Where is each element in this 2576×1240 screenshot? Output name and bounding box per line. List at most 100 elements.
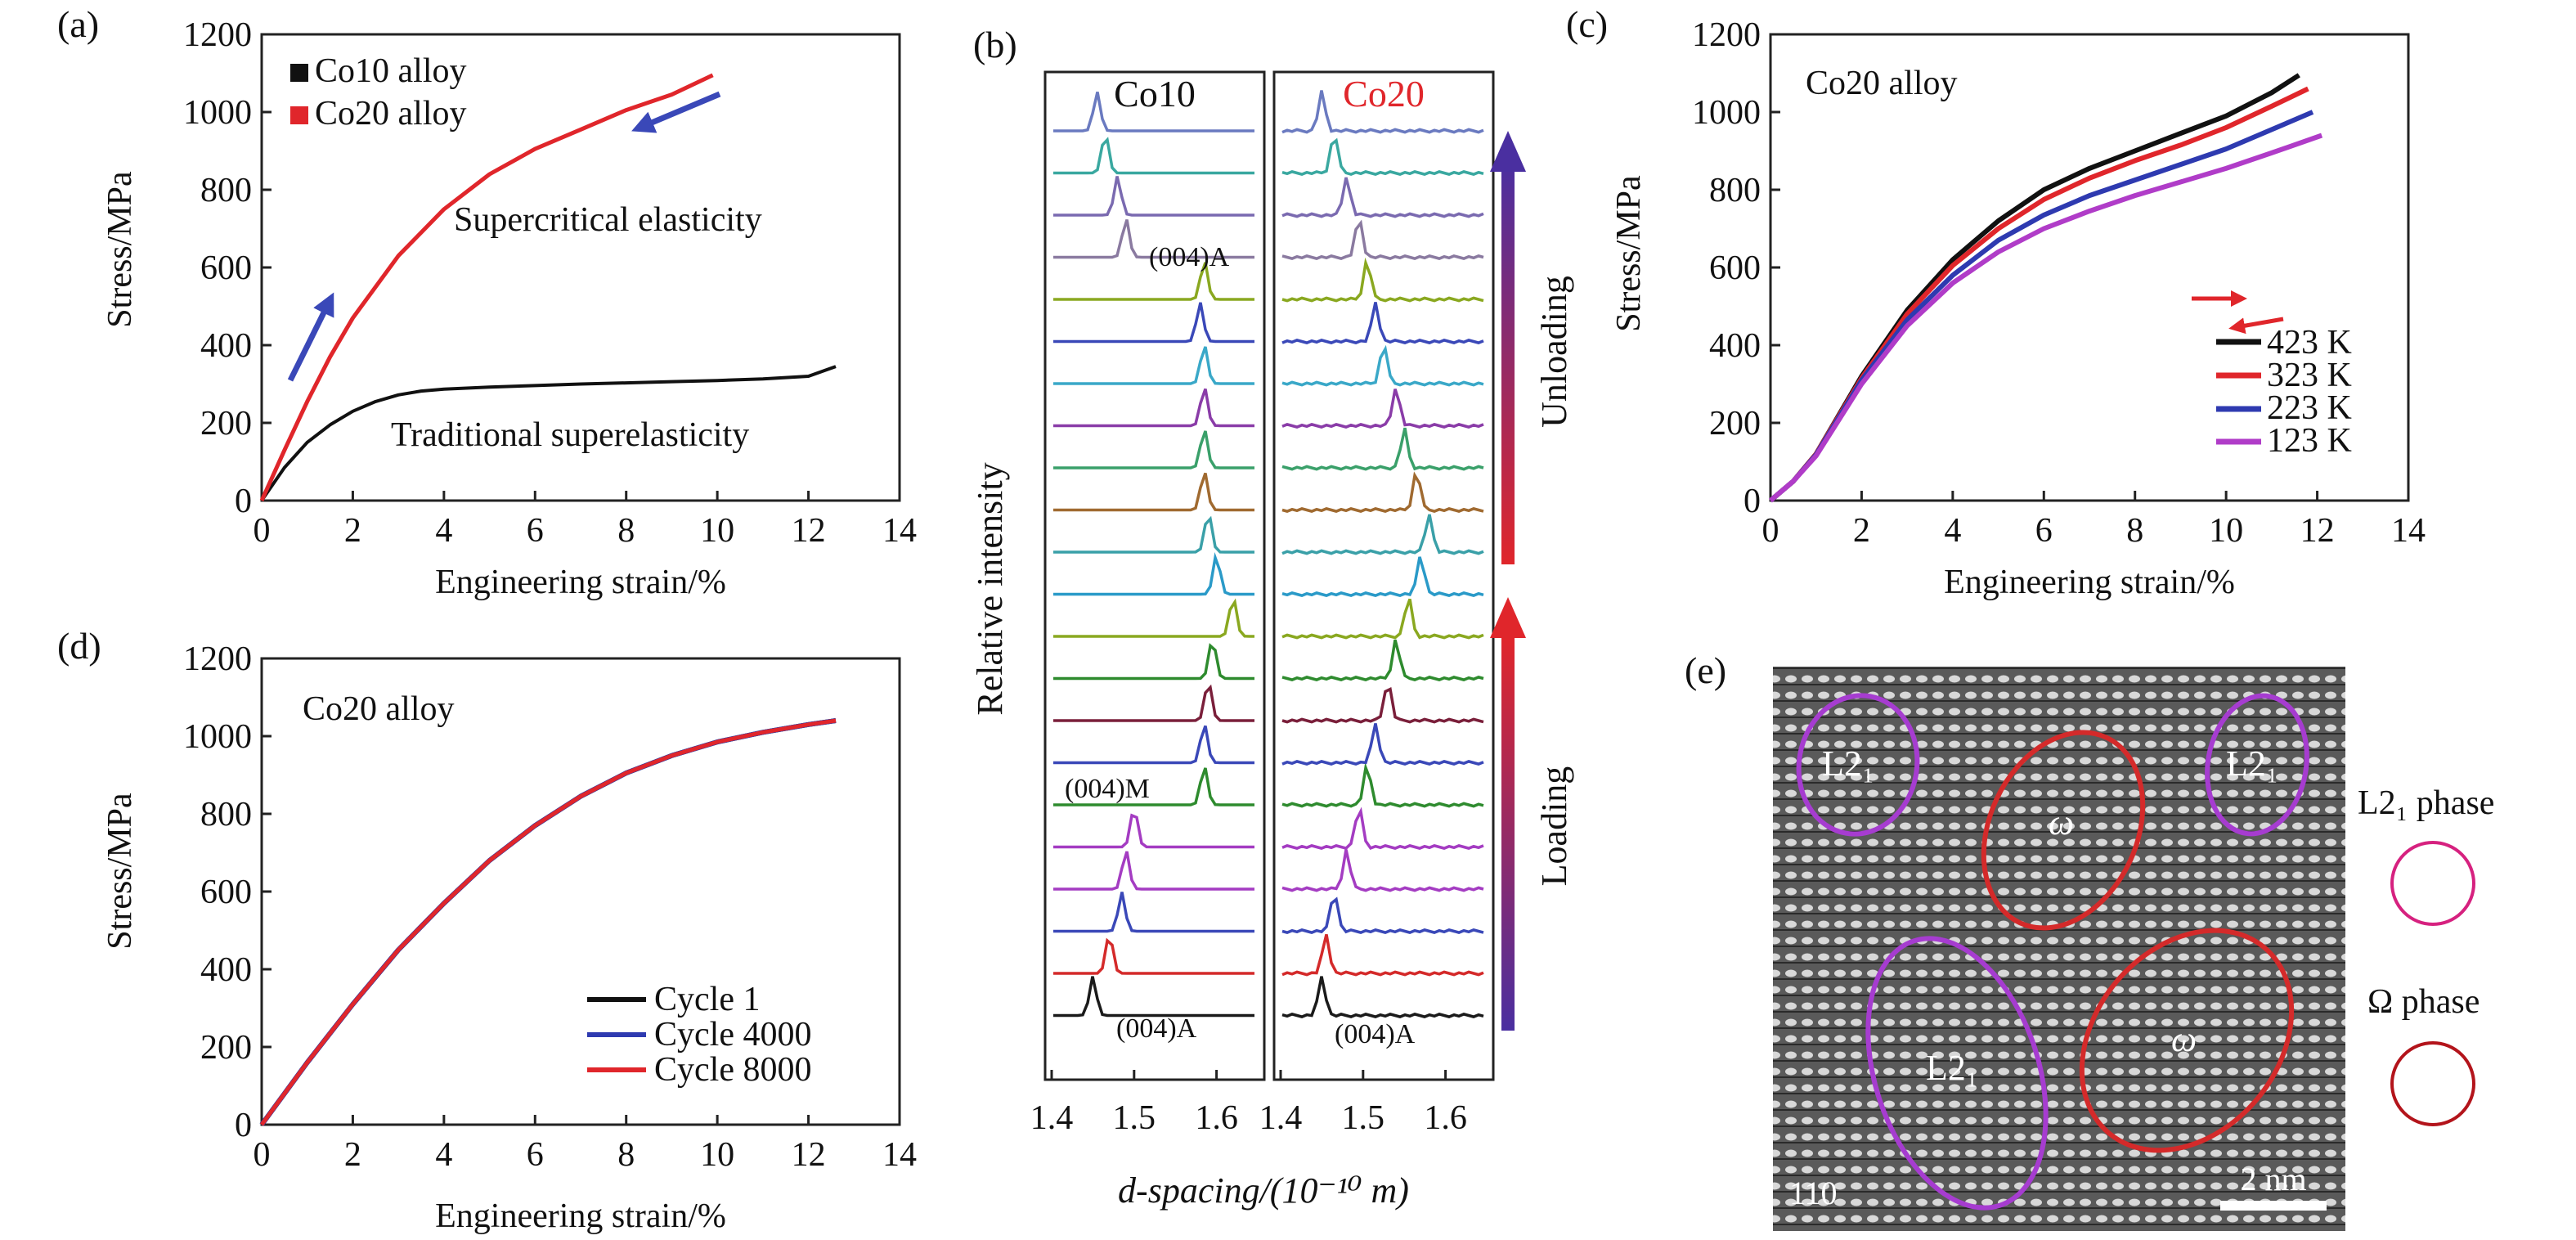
legend-swatch-co20 (290, 106, 308, 124)
unloading-label: Unloading (1534, 276, 1574, 428)
plot-b-trace-co10 (1053, 302, 1254, 344)
plot-d-ytick-label: 0 (235, 1107, 252, 1144)
peak-label-co20-004A: (004)A (1335, 1019, 1416, 1049)
plot-c-series-line (1769, 73, 2300, 503)
plot-a-xtick-label: 14 (882, 512, 917, 550)
plot-a-xtick-label: 10 (700, 512, 734, 550)
plot-b-trace-co20 (1281, 556, 1484, 597)
plot-d-ylabel: Stress/MPa (101, 793, 139, 950)
plot-d-xtick-label: 8 (617, 1136, 635, 1174)
plot-d-xtick-label: 12 (792, 1136, 826, 1174)
plot-d-xtick-label: 14 (882, 1136, 917, 1174)
plot-a-ytick-label: 200 (200, 405, 252, 443)
plot-b-trace-co20 (1281, 896, 1484, 934)
legend-label-423k: 423 K (2267, 324, 2352, 362)
legend-ring-omega (2390, 1041, 2475, 1126)
panel-b: (b) Co10 Co20 1.4 1.5 1.6 1.4 1.5 1.6 Relativ… (970, 24, 1574, 1211)
plot-b-xtick-label: 1.4 (1259, 1099, 1303, 1137)
plot-c-xtick-label: 0 (1762, 512, 1779, 550)
plot-c-ylabel: Stress/MPa (1610, 175, 1648, 332)
plot-c-ytick-label: 400 (1709, 327, 1761, 365)
plot-b-trace-co10 (1053, 598, 1254, 638)
hrtem-image (1773, 667, 2345, 1231)
plot-b-xlabel: d-spacing/(10⁻¹⁰ m) (1118, 1170, 1409, 1211)
plot-b-trace-co20 (1281, 933, 1484, 977)
plot-b-frame-co10 (1043, 70, 1266, 1081)
plot-d-xlabel: Engineering strain/% (435, 1197, 726, 1235)
plot-b-trace-co10 (1053, 643, 1254, 681)
plot-a-xlabel: Engineering strain/% (435, 564, 726, 601)
plot-b-trace-co20 (1281, 427, 1484, 471)
plot-b-trace-co20 (1281, 90, 1484, 134)
label-l21-bottom: L2₁ (1926, 1048, 1978, 1088)
plot-b-title-co10: Co10 (1114, 73, 1196, 115)
plot-b-xtick-label: 1.6 (1424, 1099, 1467, 1137)
plot-d-ticks: 0 2 4 6 8 10 12 14 0 200 400 600 800 1000 1200 (183, 640, 917, 1174)
plot-b-trace-co20 (1281, 302, 1484, 344)
label-l21-top-left: L2₁ (1822, 744, 1874, 784)
annotation-supercritical: Supercritical elasticity (454, 201, 762, 239)
plot-b-trace-co20 (1281, 849, 1484, 892)
plot-c-xlabel: Engineering strain/% (1944, 564, 2235, 601)
plot-b-trace-co20 (1281, 723, 1484, 766)
plot-a-xtick-label: 2 (344, 512, 361, 550)
plot-c-title: Co20 alloy (1806, 65, 1958, 102)
plot-d-ytick-label: 1200 (183, 640, 252, 678)
plot-b-trace-co10 (1053, 976, 1254, 1018)
plot-c-xtick-label: 6 (2035, 512, 2053, 550)
plot-b-trace-co20 (1281, 137, 1484, 176)
plot-b-trace-co20 (1281, 976, 1484, 1018)
plot-b-trace-co20 (1281, 257, 1484, 303)
scale-bar-label: 2 nm (2240, 1161, 2306, 1197)
plot-a-ytick-label: 800 (200, 172, 252, 209)
plot-b-trace-co20 (1281, 598, 1484, 640)
plot-b-trace-co10 (1053, 92, 1254, 133)
unloading-arrow-c (2228, 317, 2284, 335)
label-omega-bottom: ω (2171, 1019, 2197, 1059)
plot-a-xtick-label: 8 (617, 512, 635, 550)
plot-b-trace-co10 (1053, 767, 1254, 806)
plot-c-xtick-label: 12 (2300, 512, 2335, 550)
plot-b-trace-co10 (1053, 430, 1254, 469)
plot-d-series-line (259, 718, 837, 1126)
plot-b-trace-co20 (1281, 762, 1484, 808)
plot-b-trace-co20 (1281, 389, 1484, 429)
plot-b-trace-co10 (1053, 346, 1254, 385)
annotation-traditional: Traditional superelasticity (391, 416, 749, 454)
legend-label-co20: Co20 alloy (315, 95, 467, 133)
plot-b-ticks: 1.4 1.5 1.6 1.4 1.5 1.6 (1030, 1070, 1467, 1137)
plot-c-ytick-label: 1000 (1692, 94, 1761, 132)
plot-c-series-line (1769, 133, 2323, 503)
ellipse-l21-bottom (1865, 936, 2049, 1211)
legend-ring-l21 (2390, 841, 2475, 926)
plot-c-ytick-label: 800 (1709, 172, 1761, 209)
legend-label-123k: 123 K (2267, 422, 2352, 460)
plot-b-trace-co10 (1053, 472, 1254, 512)
plot-c-xtick-label: 4 (1944, 512, 1961, 550)
plot-b-trace-co20 (1281, 514, 1484, 555)
plot-c-lines (1769, 73, 2323, 503)
legend-label-cycle4000: Cycle 4000 (654, 1016, 811, 1054)
legend-label-cycle8000: Cycle 8000 (654, 1051, 811, 1089)
loading-arrow-head (1490, 597, 1526, 638)
panel-c-label: (c) (1566, 3, 1608, 45)
plot-b-trace-co10 (1053, 262, 1254, 301)
ellipse-omega-bottom (2079, 928, 2295, 1153)
loading-arrow-shaft (1501, 638, 1515, 1031)
scale-bar (2220, 1201, 2327, 1211)
panel-e-label: (e) (1685, 649, 1726, 691)
plot-a-ytick-label: 400 (200, 327, 252, 365)
plot-d-ytick-label: 1000 (183, 718, 252, 756)
plot-a-xtick-label: 6 (527, 512, 544, 550)
ellipse-omega-top (1981, 730, 2146, 931)
plot-a-lines (259, 73, 837, 502)
panel-c: (c) 0 2 4 6 8 10 12 14 0 200 400 600 800 1000 1200 Str… (1566, 3, 2426, 601)
plot-d-ytick-label: 200 (200, 1029, 252, 1067)
unloading-arrow-head (1490, 131, 1526, 172)
plot-b-trace-co10 (1053, 937, 1254, 975)
plot-c-xtick-label: 8 (2126, 512, 2143, 550)
plot-b-trace-co10 (1053, 813, 1254, 849)
plot-c-ytick-label: 0 (1744, 483, 1761, 520)
plot-a-ylabel: Stress/MPa (101, 171, 139, 328)
